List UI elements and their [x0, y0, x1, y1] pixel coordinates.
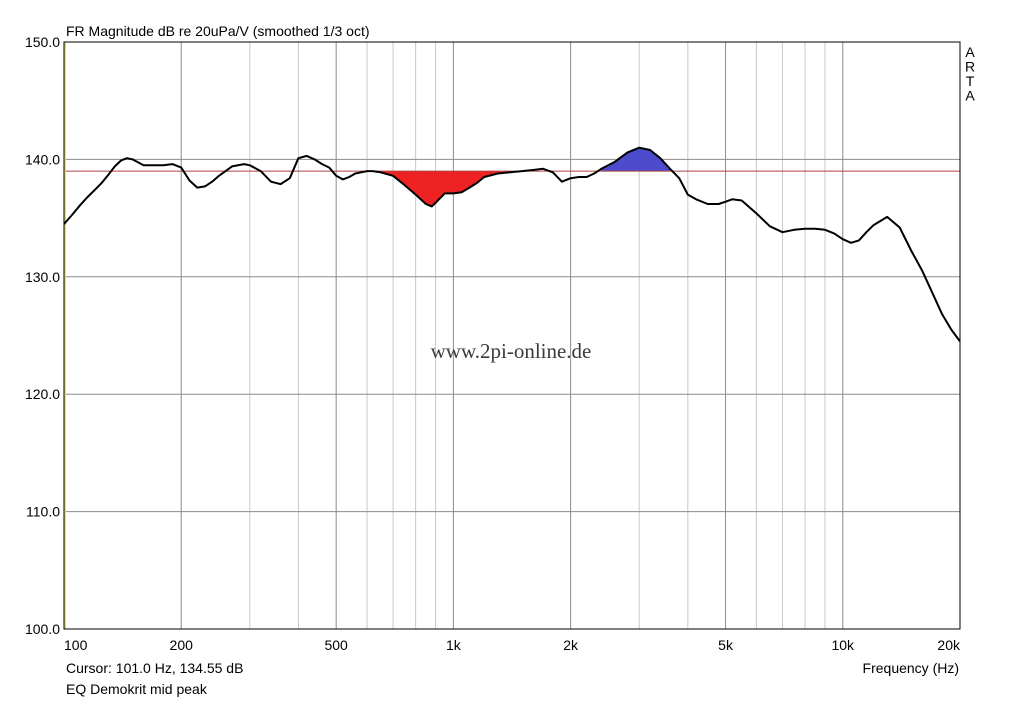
side-letter-0: A	[965, 44, 975, 60]
y-tick-label-5: 150.0	[25, 34, 60, 50]
x-tick-label-7: 20k	[937, 637, 961, 653]
x-tick-label-6: 10k	[831, 637, 855, 653]
x-tick-label-2: 500	[324, 637, 348, 653]
grid-lines	[63, 41, 961, 630]
deviation-fill-0	[380, 171, 533, 207]
plot-lines	[63, 42, 961, 629]
y-tick-label-2: 120.0	[25, 386, 60, 402]
y-tick-label-0: 100.0	[25, 621, 60, 637]
side-letter-2: T	[966, 73, 975, 89]
response-curve	[63, 146, 961, 342]
x-tick-label-4: 2k	[563, 637, 579, 653]
watermark: www.2pi-online.de	[431, 339, 592, 363]
y-tick-label-4: 140.0	[25, 151, 60, 167]
chart-title: FR Magnitude dB re 20uPa/V (smoothed 1/3…	[66, 23, 370, 39]
x-tick-label-5: 5k	[718, 637, 734, 653]
plot-frame	[63, 41, 961, 630]
x-tick-labels: 100 200 500 1k 2k 5k 10k 20k	[64, 637, 961, 653]
y-tick-label-1: 110.0	[26, 504, 60, 520]
x-tick-label-1: 200	[170, 637, 194, 653]
curve-name: EQ Demokrit mid peak	[66, 681, 208, 697]
y-tick-labels: 100.0 110.0 120.0 130.0 140.0 150.0	[25, 34, 60, 637]
x-tick-label-3: 1k	[446, 637, 462, 653]
cursor-readout: Cursor: 101.0 Hz, 134.55 dB	[66, 660, 243, 676]
side-letter-3: A	[965, 88, 975, 104]
deviation-fills	[380, 147, 670, 207]
y-tick-label-3: 130.0	[25, 269, 60, 285]
x-axis-label: Frequency (Hz)	[863, 660, 959, 676]
x-tick-label-0: 100	[64, 637, 88, 653]
deviation-fill-1	[601, 147, 670, 172]
side-letter-1: R	[965, 59, 975, 75]
